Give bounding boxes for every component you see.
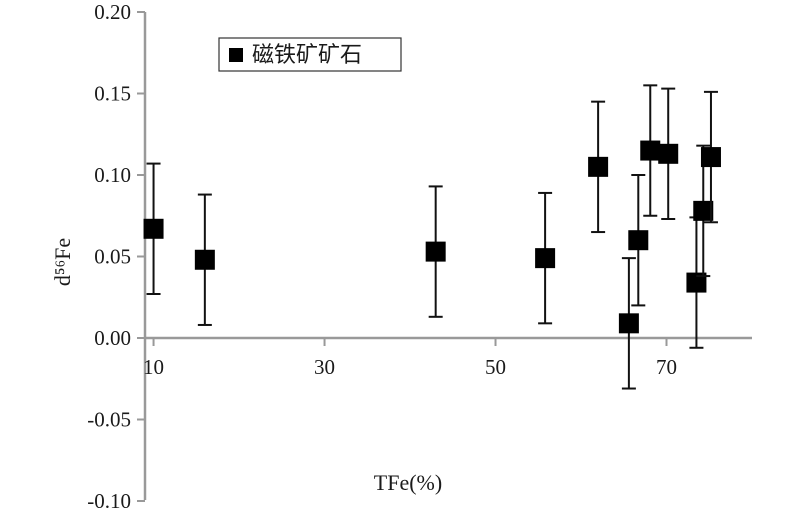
x-tick-label: 10 [143,355,164,379]
data-point-marker [686,272,707,293]
y-tick-label: 0.05 [94,245,131,269]
data-point-group [143,162,164,295]
y-tick-label: 0.20 [94,0,131,24]
x-tick-label: 70 [656,355,677,379]
data-point-marker [535,248,556,269]
legend-marker-square [229,48,243,62]
y-tick-label: 0.10 [94,163,131,187]
y-tick-label: 0.00 [94,326,131,350]
data-point-marker [640,140,661,161]
x-tick-label: 50 [485,355,506,379]
data-point-marker [628,230,649,251]
legend-box [218,37,402,72]
x-tick-label: 30 [314,355,335,379]
data-point-group [535,191,556,325]
data-points [143,84,721,390]
x-axis-ticks: 10 30 50 70 [143,338,677,379]
data-point-marker [700,147,721,168]
data-point-marker [194,249,215,270]
y-tick-label: -0.05 [87,408,131,432]
data-point-group [658,87,679,221]
y-axis-label: d⁵⁶Fe [50,238,75,286]
data-point-marker [618,313,639,334]
legend-label: 磁铁矿矿石 [252,43,362,68]
data-point-marker [658,143,679,164]
data-point-group [425,185,446,318]
y-axis-ticks: -0.10 -0.05 0.00 0.05 0.10 0.15 0.20 [87,0,145,511]
y-tick-label: 0.15 [94,82,131,106]
data-point-group [628,174,649,307]
data-point-group [693,144,714,278]
data-point-group [686,216,707,349]
data-point-marker [425,241,446,262]
data-point-marker [588,156,609,177]
axes [143,12,752,500]
data-point-group [588,100,609,234]
y-tick-label: -0.10 [87,489,131,511]
data-point-group [700,90,721,224]
data-point-group [640,84,661,217]
legend: 磁铁矿矿石 [218,37,402,72]
data-point-group [194,193,215,326]
x-axis-label: TFe(%) [374,470,442,495]
data-point-marker [143,218,164,239]
data-point-group [618,257,639,390]
data-point-marker [693,200,714,221]
